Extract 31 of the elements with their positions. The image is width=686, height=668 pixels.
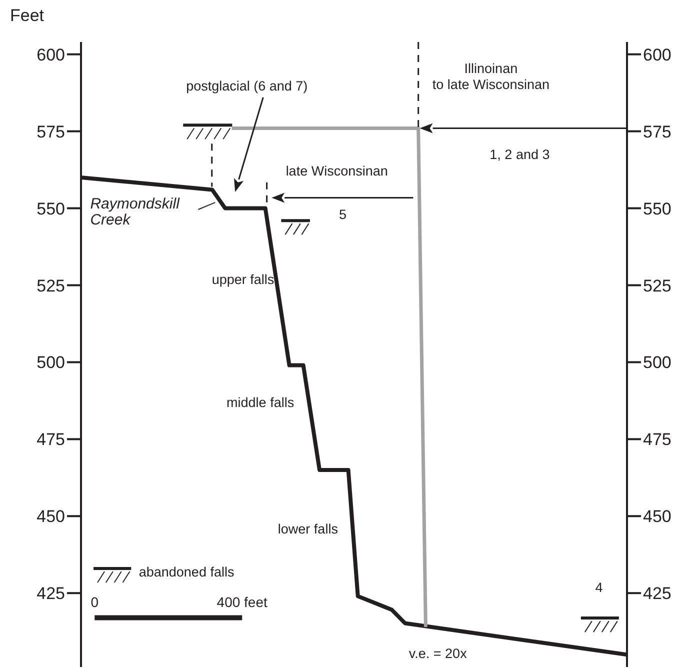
annotation: middle falls — [226, 394, 294, 410]
annotation: Illinoinan to late Wisconsinan — [432, 60, 550, 92]
y2-tick-label: 500 — [643, 353, 672, 372]
annotation: Raymondskill Creek — [90, 194, 180, 228]
y-tick-label: 425 — [36, 584, 65, 604]
annotation: lower falls — [278, 520, 338, 536]
y-tick-label: 600 — [36, 45, 65, 64]
y-tick-label: 550 — [36, 199, 65, 218]
y-tick-label: 525 — [36, 276, 65, 296]
y2-tick-label: 575 — [643, 122, 672, 142]
y2-tick-label: 425 — [643, 584, 672, 604]
y2-tick-label: 450 — [643, 507, 672, 526]
x-tick-label: 0 — [90, 594, 99, 610]
annotation: 1, 2 and 3 — [490, 146, 550, 162]
annotation: 4 — [595, 579, 604, 594]
y-axis-title: Feet — [10, 6, 44, 26]
annotation: postglacial (6 and 7) — [186, 78, 308, 94]
annotation: v.e. = 20x — [408, 646, 468, 661]
y2-tick-label: 550 — [643, 199, 672, 218]
y-tick-label: 450 — [36, 507, 65, 526]
annotation: upper falls — [212, 272, 274, 287]
y-tick-label: 475 — [36, 430, 65, 450]
annotation: late Wisconsinan — [286, 162, 388, 178]
y2-tick-label: 525 — [643, 276, 672, 296]
annotation: 5 — [339, 206, 347, 222]
y2-tick-label: 475 — [643, 430, 672, 450]
x-tick-label: 400 feet — [216, 594, 268, 610]
y2-tick-label: 600 — [643, 45, 672, 64]
y-tick-label: 500 — [36, 353, 65, 372]
annotation: abandoned falls — [138, 564, 234, 580]
y-tick-label: 575 — [36, 122, 65, 142]
